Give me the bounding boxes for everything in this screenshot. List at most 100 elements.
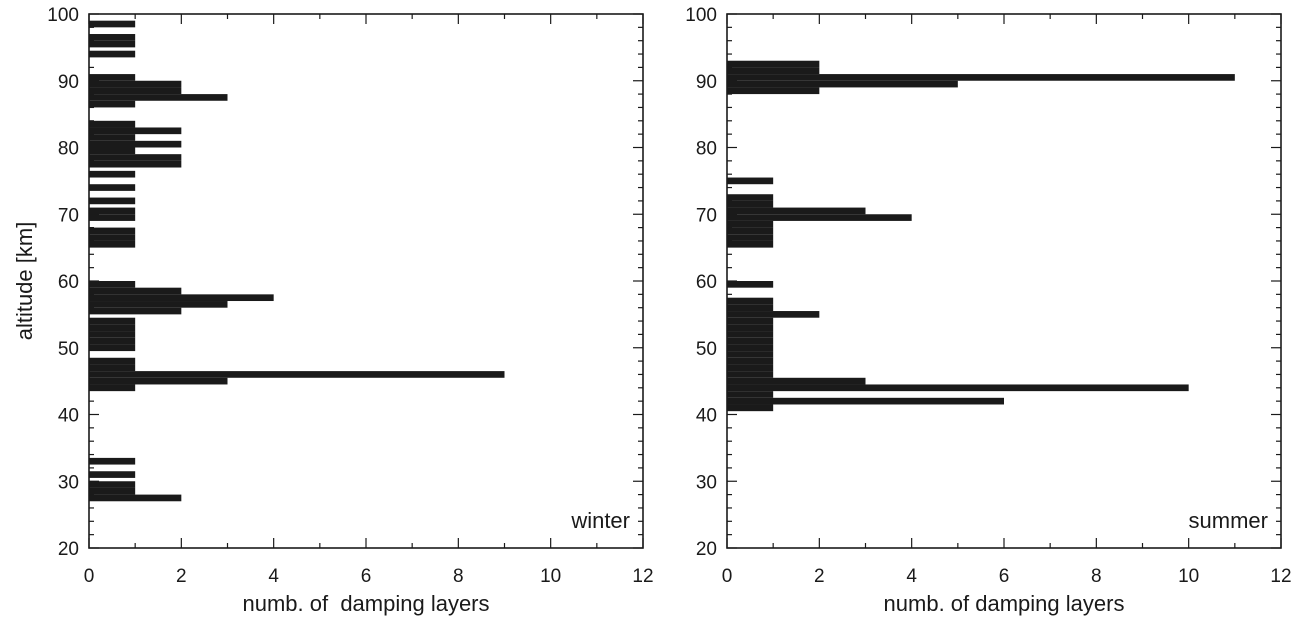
bar [89,80,182,88]
bar [89,184,136,191]
bar [89,207,136,215]
x-tick-label: 6 [999,566,1010,587]
bar [727,344,774,352]
bar [727,67,820,75]
bar [727,377,866,385]
bar [89,74,136,81]
summer-panel: 0 2 4 6 8 10 12 20 30 40 50 60 70 80 90 100 numb. of dam… [685,5,1291,616]
bar [727,281,774,288]
bar [727,80,958,88]
y-tick-label: 100 [47,5,79,26]
season-label: summer [1189,508,1268,533]
bar [727,304,774,312]
bar [89,494,182,502]
y-tick-label: 60 [696,272,717,293]
bar [89,307,182,315]
x-tick-label: 10 [540,566,561,587]
bar [727,214,912,221]
x-tick-label: 0 [84,566,95,587]
bar [89,317,136,325]
bar [89,324,136,332]
bar [89,294,274,302]
y-tick-label: 100 [685,5,717,26]
x-tick-label: 2 [176,566,187,587]
bar [727,351,774,358]
x-axis-label: numb. of damping layers [884,591,1125,616]
y-tick-label: 30 [696,472,717,493]
y-axis-label: altitude [km] [12,222,37,341]
y-tick-label: 40 [696,406,717,427]
bar [89,234,136,241]
bar [89,20,136,28]
y-tick-label: 70 [696,205,717,226]
bar [727,404,774,412]
y-tick-label: 50 [58,339,79,360]
bar [727,240,774,248]
bar [89,50,136,58]
x-tick-label: 4 [906,566,917,587]
x-tick-label: 8 [453,566,464,587]
x-tick-label: 10 [1178,566,1199,587]
bar [89,384,136,392]
bar [89,227,136,235]
bar [89,127,182,135]
x-tick-label: 6 [361,566,372,587]
bar [727,384,1189,392]
bar [727,324,774,332]
y-tick-label: 30 [58,472,79,493]
y-tick-label: 50 [696,339,717,360]
bar [89,154,182,161]
bar [89,487,136,495]
winter-panel: 0 2 4 6 8 10 12 20 30 40 50 60 70 80 90 100 numb. of dam… [12,5,654,616]
x-tick-label: 12 [632,566,653,587]
season-label: winter [570,508,630,533]
bar [727,364,774,372]
bar [727,220,774,228]
bar [89,471,136,478]
bar [89,240,136,248]
bar [727,207,866,215]
bar [89,197,136,205]
bar [89,287,182,295]
x-tick-label: 2 [814,566,825,587]
bar [727,317,774,325]
y-tick-label: 90 [58,72,79,93]
bar [89,147,136,155]
bar [89,214,136,221]
bar [727,60,820,68]
x-tick-label: 4 [268,566,279,587]
bar [89,377,228,385]
bar [727,200,774,208]
y-tick-label: 80 [696,139,717,160]
x-tick-label: 0 [722,566,733,587]
bar [89,281,136,288]
bar [89,94,228,101]
bar [89,140,182,148]
bar [89,331,136,338]
bar [89,337,136,345]
bar [727,337,774,345]
plot-frame [726,13,1282,549]
bar [89,481,136,488]
bar [727,357,774,365]
bar [89,100,136,108]
bar [89,357,136,365]
bar [727,331,774,338]
bar [727,234,774,241]
bar [89,40,136,48]
bar [89,170,136,178]
y-tick-label: 70 [58,205,79,226]
bar [727,391,774,398]
bar [89,134,136,141]
x-tick-label: 8 [1091,566,1102,587]
bar [89,344,136,352]
bar [727,397,1004,405]
y-tick-label: 40 [58,406,79,427]
bar [89,87,182,95]
bar [727,371,774,378]
y-tick-label: 80 [58,139,79,160]
bar [89,364,136,372]
x-axis-label: numb. of damping layers [242,591,489,616]
bar [727,177,774,185]
